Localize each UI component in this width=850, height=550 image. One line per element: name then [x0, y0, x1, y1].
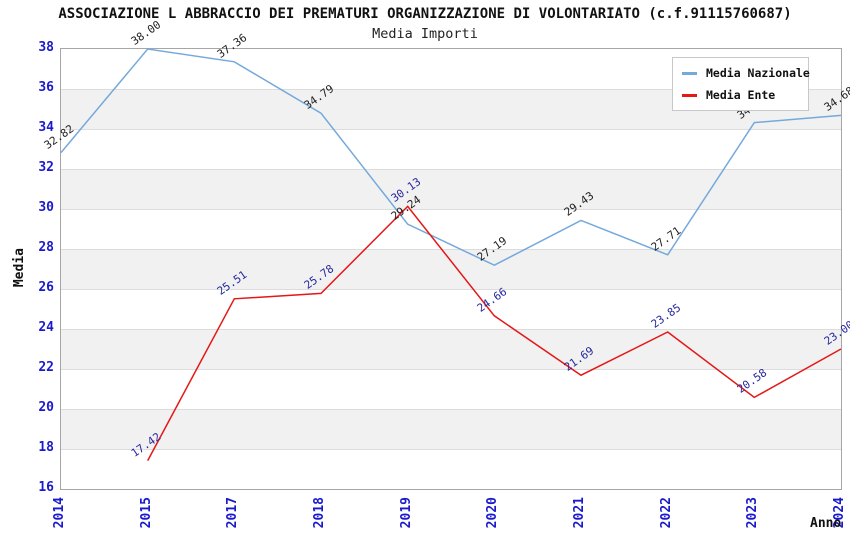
gridline: [61, 169, 841, 170]
gridline: [61, 129, 841, 130]
series-line-media-nazionale: [60, 48, 842, 267]
legend-label-media-ente: Media Ente: [706, 88, 776, 102]
x-axis-title: Anno: [810, 516, 842, 531]
plot-area: 32.82 38.00 37.36 34.79 29.24 27.19 29.43 27.71…: [42, 18, 850, 490]
chart-title: ASSOCIAZIONE L ABBRACCIO DEI PREMATURI O…: [58, 6, 792, 22]
chart-subtitle: Media Importi: [372, 26, 478, 42]
x-tick-label: 2023: [745, 497, 761, 529]
gridline: [61, 369, 841, 370]
y-tick-label: 22: [38, 360, 54, 375]
x-tick-label: 2018: [312, 497, 327, 529]
plot-band: [61, 329, 841, 369]
x-tick-label: 2019: [398, 497, 414, 529]
y-tick-label: 20: [38, 400, 54, 415]
plot-band: [61, 409, 841, 449]
x-tick-label: 2022: [658, 497, 674, 529]
legend-item-media-ente: Media Ente: [682, 88, 799, 102]
x-tick-label: 2015: [138, 497, 154, 529]
y-tick-label: 26: [38, 280, 54, 295]
gridline: [61, 249, 841, 250]
legend: Media Nazionale Media Ente: [672, 57, 810, 111]
gridline: [61, 409, 841, 410]
y-tick-label: 24: [38, 320, 54, 335]
x-tick-label: 2020: [485, 497, 501, 529]
y-tick-label: 28: [38, 240, 54, 255]
y-tick-label: 32: [38, 160, 54, 175]
gridline: [61, 89, 841, 90]
plot-band: [61, 249, 841, 289]
series-line-media-ente: [147, 205, 842, 461]
series-lines: [60, 48, 842, 461]
y-tick-label: 16: [38, 480, 54, 495]
x-tick-label: 2021: [572, 497, 587, 529]
y-tick-label: 18: [38, 440, 54, 455]
y-tick-label: 38: [38, 40, 54, 55]
gridline: [61, 209, 841, 210]
x-tick-label: 2017: [225, 497, 241, 529]
y-tick-label: 30: [38, 200, 54, 215]
y-tick-label: 34: [38, 120, 54, 135]
gridline: [61, 329, 841, 330]
y-tick-label: 36: [38, 80, 54, 95]
legend-label-media-nazionale: Media Nazionale: [706, 66, 810, 80]
legend-swatch-media-nazionale: [682, 71, 697, 75]
legend-swatch-media-ente: [682, 93, 697, 97]
gridline: [61, 289, 841, 290]
gridline: [61, 449, 841, 450]
legend-item-media-nazionale: Media Nazionale: [682, 66, 810, 80]
x-tick-label: 2014: [52, 497, 67, 529]
